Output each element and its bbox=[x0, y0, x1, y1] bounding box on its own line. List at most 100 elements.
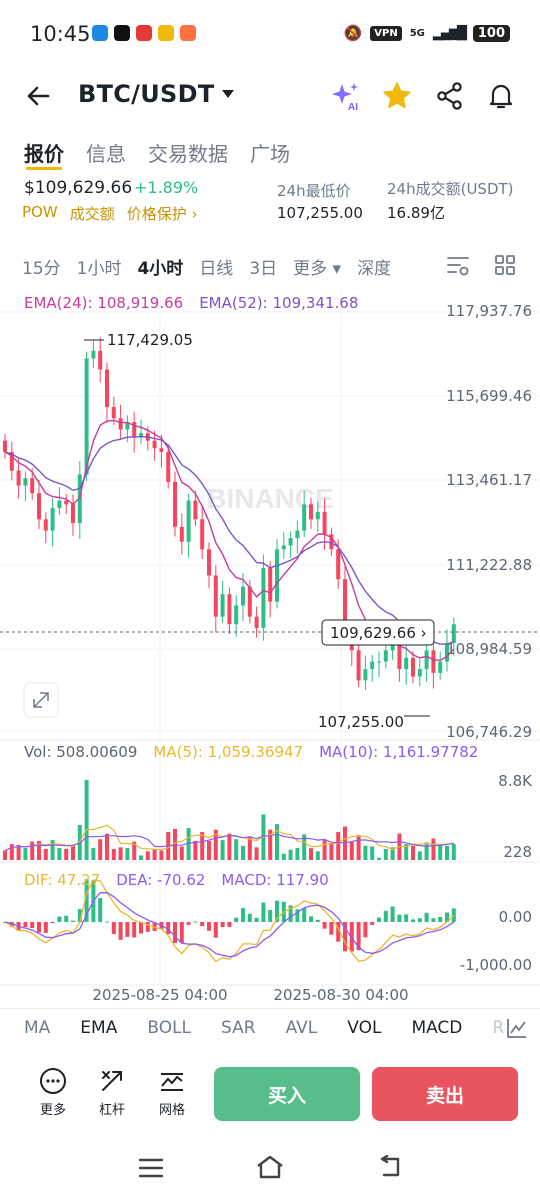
ind-macd[interactable]: MACD bbox=[411, 1018, 463, 1038]
candle bbox=[166, 451, 171, 482]
menu-icon[interactable] bbox=[138, 1157, 164, 1179]
volume-bar bbox=[57, 848, 62, 860]
tab-square[interactable]: 广场 bbox=[250, 142, 290, 166]
favorite-star-icon[interactable] bbox=[381, 80, 413, 112]
bell-icon[interactable] bbox=[485, 80, 517, 112]
binance-watermark: BINANCE bbox=[206, 483, 334, 514]
interval-1d[interactable]: 日线 bbox=[199, 259, 234, 279]
ind-ma[interactable]: MA bbox=[24, 1018, 51, 1038]
candle bbox=[451, 624, 456, 643]
current-price-label: 109,629.66 › bbox=[330, 624, 427, 642]
interval-15m[interactable]: 15分 bbox=[22, 259, 61, 279]
home-icon[interactable] bbox=[255, 1154, 285, 1180]
macd-bar bbox=[424, 912, 429, 922]
candle bbox=[377, 661, 381, 663]
dif-value: DIF: 47.27 bbox=[24, 871, 101, 889]
leverage-icon bbox=[102, 1071, 122, 1091]
price-axis-label: 117,937.76 bbox=[446, 302, 532, 320]
ind-avl[interactable]: AVL bbox=[285, 1018, 318, 1038]
candle bbox=[343, 579, 347, 628]
status-bar: 10:45 🔕 VPN 5G ▂▄▆█ 100 bbox=[0, 0, 540, 70]
macd-bar bbox=[315, 919, 320, 922]
low-label: 24h最低价 bbox=[277, 182, 351, 200]
grid-button[interactable]: 网格 bbox=[152, 1067, 192, 1118]
section-tabs: 报价 信息 交易数据 广场 bbox=[24, 138, 290, 167]
ind-sar[interactable]: SAR bbox=[221, 1018, 256, 1038]
ma5-value: MA(5): 1,059.36947 bbox=[153, 743, 304, 761]
mute-icon: 🔕 bbox=[343, 24, 363, 42]
indicator-settings-icon[interactable] bbox=[506, 1017, 528, 1039]
volume-bar bbox=[227, 833, 232, 860]
sell-button[interactable]: 卖出 bbox=[372, 1067, 518, 1121]
share-icon[interactable] bbox=[434, 80, 466, 112]
back-nav-icon[interactable] bbox=[376, 1155, 404, 1179]
volume-axis-label: 228 bbox=[503, 843, 532, 861]
macd-bar bbox=[397, 914, 402, 922]
signal-icon: ▂▄▆█ bbox=[432, 25, 467, 41]
macd-bar bbox=[356, 922, 361, 951]
volume-bar bbox=[254, 847, 259, 860]
tag-pow[interactable]: POW bbox=[22, 203, 58, 221]
macd-bar bbox=[77, 909, 82, 922]
candle bbox=[213, 575, 218, 617]
leverage-button[interactable]: 杠杆 bbox=[92, 1067, 132, 1118]
interval-4h[interactable]: 4小时 bbox=[137, 259, 184, 279]
macd-bar bbox=[64, 915, 69, 922]
current-price-badge[interactable] bbox=[321, 619, 435, 646]
ind-vol[interactable]: VOL bbox=[347, 1018, 382, 1038]
interval-1h[interactable]: 1小时 bbox=[76, 259, 122, 279]
volume-bar bbox=[268, 829, 273, 860]
pair-selector[interactable]: BTC/USDT bbox=[78, 80, 235, 108]
volume-bar bbox=[390, 847, 395, 860]
volume-bar bbox=[9, 844, 14, 860]
ind-boll[interactable]: BOLL bbox=[147, 1018, 192, 1038]
layout-grid-icon[interactable] bbox=[494, 254, 516, 276]
interval-more[interactable]: 更多 ▾ bbox=[293, 259, 342, 279]
tab-trading-data[interactable]: 交易数据 bbox=[148, 142, 228, 166]
tag-volume[interactable]: 成交额 bbox=[69, 205, 115, 223]
chart-settings-icon[interactable] bbox=[446, 254, 470, 278]
expand-icon[interactable] bbox=[23, 682, 59, 718]
macd-bar bbox=[118, 922, 123, 940]
macd-bar bbox=[30, 922, 35, 928]
binance-icon bbox=[158, 25, 174, 41]
macd-bar bbox=[417, 918, 422, 922]
volume-bar bbox=[200, 832, 205, 860]
tab-info[interactable]: 信息 bbox=[86, 142, 126, 166]
back-arrow-icon[interactable] bbox=[22, 80, 54, 112]
candle bbox=[370, 661, 375, 670]
candle bbox=[105, 369, 109, 408]
leverage-label: 杠杆 bbox=[98, 1103, 125, 1118]
buy-button[interactable]: 买入 bbox=[214, 1067, 360, 1121]
tab-quote[interactable]: 报价 bbox=[24, 142, 64, 166]
macd-bar bbox=[370, 922, 375, 925]
candle bbox=[132, 421, 137, 437]
interval-3d[interactable]: 3日 bbox=[249, 259, 278, 279]
macd-bar bbox=[261, 902, 266, 922]
more-button[interactable]: 更多 bbox=[33, 1067, 73, 1118]
volume-bar bbox=[173, 828, 177, 860]
macd-bar bbox=[213, 922, 218, 938]
volume-bar bbox=[288, 849, 293, 860]
macd-bar bbox=[343, 922, 347, 952]
ind-more[interactable]: R bbox=[492, 1018, 505, 1038]
caret-down-icon bbox=[221, 90, 234, 98]
ai-sparkle-icon[interactable]: AI bbox=[330, 80, 362, 112]
macd-bar bbox=[23, 922, 28, 928]
volume-bar bbox=[417, 851, 422, 860]
volume-bar bbox=[98, 839, 103, 860]
tag-price-protect[interactable]: 价格保护 › bbox=[126, 205, 198, 223]
turnover-label: 24h成交额(USDT) bbox=[387, 180, 514, 198]
kline-chart[interactable]: BINANCE 117,937.76 115,699.46 113,461.17… bbox=[0, 285, 540, 1010]
candle bbox=[315, 511, 320, 520]
candle bbox=[302, 504, 307, 531]
ind-ema[interactable]: EMA bbox=[80, 1018, 118, 1038]
candle bbox=[125, 421, 130, 430]
vpn-badge: VPN bbox=[370, 25, 402, 41]
system-nav-bar bbox=[0, 1145, 540, 1195]
macd-bar bbox=[234, 917, 239, 922]
depth-tab[interactable]: 深度 bbox=[357, 259, 392, 279]
price-axis-label: 111,222.88 bbox=[446, 556, 532, 574]
grid-label: 网格 bbox=[158, 1103, 185, 1118]
macd-bar bbox=[329, 922, 334, 935]
